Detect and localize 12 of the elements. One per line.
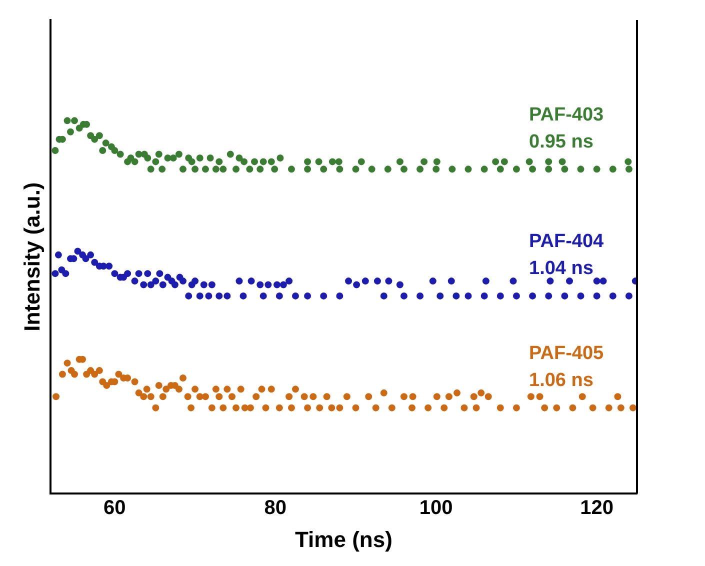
annotation: 1.04 ns	[529, 258, 594, 280]
series-label: PAF-404	[529, 231, 604, 252]
annotation: 1.06 ns	[529, 370, 594, 392]
x-tick-label: 120	[580, 497, 614, 520]
series-label: PAF-405	[529, 343, 604, 364]
x-tick-label: 80	[264, 497, 287, 520]
x-axis-title: Time (ns)	[295, 526, 392, 552]
series-label: PAF-403	[529, 104, 604, 126]
y-axis-title: Intensity (a.u.)	[19, 182, 44, 332]
x-tick-label: 100	[419, 497, 453, 520]
x-tick-label: 60	[104, 497, 126, 520]
annotation: 0.95 ns	[529, 131, 594, 152]
